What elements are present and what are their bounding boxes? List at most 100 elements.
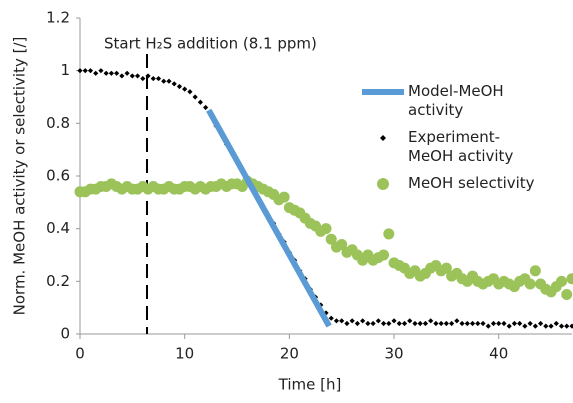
point xyxy=(333,318,340,324)
point xyxy=(558,323,565,329)
point xyxy=(161,78,167,84)
point xyxy=(517,320,523,327)
point xyxy=(354,320,361,327)
point xyxy=(485,323,491,329)
legend-label: MeOH selectivity xyxy=(408,174,535,192)
legend-item: Model-MeOH activity xyxy=(360,82,508,120)
point xyxy=(150,75,156,82)
x-axis-title: Time [h] xyxy=(278,376,342,394)
swatch-marker xyxy=(377,178,389,190)
point xyxy=(391,318,397,324)
legend-item: MeOH selectivity xyxy=(360,174,558,193)
point xyxy=(386,320,392,327)
legend-label: Experiment-MeOH activity xyxy=(408,128,514,165)
point xyxy=(469,320,476,327)
point xyxy=(140,75,146,82)
point xyxy=(278,191,290,203)
point xyxy=(428,318,434,324)
point xyxy=(378,249,390,261)
point xyxy=(443,320,449,327)
point xyxy=(532,323,538,329)
point xyxy=(77,68,83,74)
point xyxy=(93,70,99,76)
y-tick-label: 0 xyxy=(60,325,70,343)
point xyxy=(401,320,408,327)
point xyxy=(339,318,345,324)
point xyxy=(98,68,104,74)
point xyxy=(566,273,573,285)
point xyxy=(145,73,151,79)
legend-item: Experiment-MeOH activity xyxy=(360,128,528,166)
point xyxy=(433,320,439,327)
point xyxy=(511,320,518,327)
x-tick-label: 30 xyxy=(384,345,403,363)
point xyxy=(114,70,120,76)
point xyxy=(422,320,429,327)
point xyxy=(383,228,395,240)
point xyxy=(336,238,348,250)
point xyxy=(82,68,88,74)
y-tick-label: 1 xyxy=(60,61,70,79)
point xyxy=(548,323,554,329)
point xyxy=(564,323,570,329)
point xyxy=(522,323,528,329)
point xyxy=(506,323,512,329)
legend-swatch xyxy=(362,89,404,95)
point xyxy=(375,318,381,324)
point xyxy=(182,86,188,92)
point xyxy=(103,70,109,76)
point xyxy=(325,233,337,245)
point xyxy=(124,70,130,76)
point xyxy=(490,320,497,327)
point xyxy=(380,320,387,327)
model-line xyxy=(206,108,332,328)
legend-swatch xyxy=(380,135,386,141)
point xyxy=(197,99,203,105)
point xyxy=(328,315,334,321)
point xyxy=(475,320,481,327)
point xyxy=(527,320,533,327)
point xyxy=(537,320,544,327)
point xyxy=(496,320,502,327)
y-axis-title: Norm. MeOH activity or selectivity [/] xyxy=(11,37,29,316)
legend: Model-MeOH activity Experiment-MeOH activ… xyxy=(360,82,558,201)
point xyxy=(438,320,444,327)
point xyxy=(119,73,125,79)
point xyxy=(529,265,541,277)
point xyxy=(192,94,198,100)
point xyxy=(171,81,177,87)
point xyxy=(349,318,355,324)
annotation: Start H₂S addition (8.1 ppm) xyxy=(104,35,317,53)
point xyxy=(412,320,418,327)
point xyxy=(464,320,470,327)
x-tick-label: 20 xyxy=(280,345,299,363)
y-tick-label: 0.4 xyxy=(46,219,70,237)
point xyxy=(360,318,366,324)
point xyxy=(129,73,135,79)
point xyxy=(155,75,162,82)
point xyxy=(108,70,115,76)
point xyxy=(553,320,559,327)
point xyxy=(459,320,465,327)
x-tick-label: 0 xyxy=(75,345,85,363)
point xyxy=(480,320,486,327)
point xyxy=(176,83,183,90)
point xyxy=(543,323,549,329)
point xyxy=(440,262,452,274)
point xyxy=(524,278,536,290)
swatch-marker xyxy=(380,135,386,141)
legend-swatch xyxy=(377,178,389,190)
point xyxy=(87,68,94,74)
x-tick-label: 10 xyxy=(175,345,194,363)
point xyxy=(407,318,413,324)
y-tick-label: 1.2 xyxy=(46,9,70,27)
point xyxy=(417,320,423,327)
point xyxy=(187,89,193,95)
point xyxy=(134,73,141,79)
point xyxy=(561,289,573,300)
point xyxy=(320,223,332,235)
point xyxy=(454,318,460,324)
point xyxy=(344,320,350,327)
y-tick-label: 0.2 xyxy=(46,272,70,290)
